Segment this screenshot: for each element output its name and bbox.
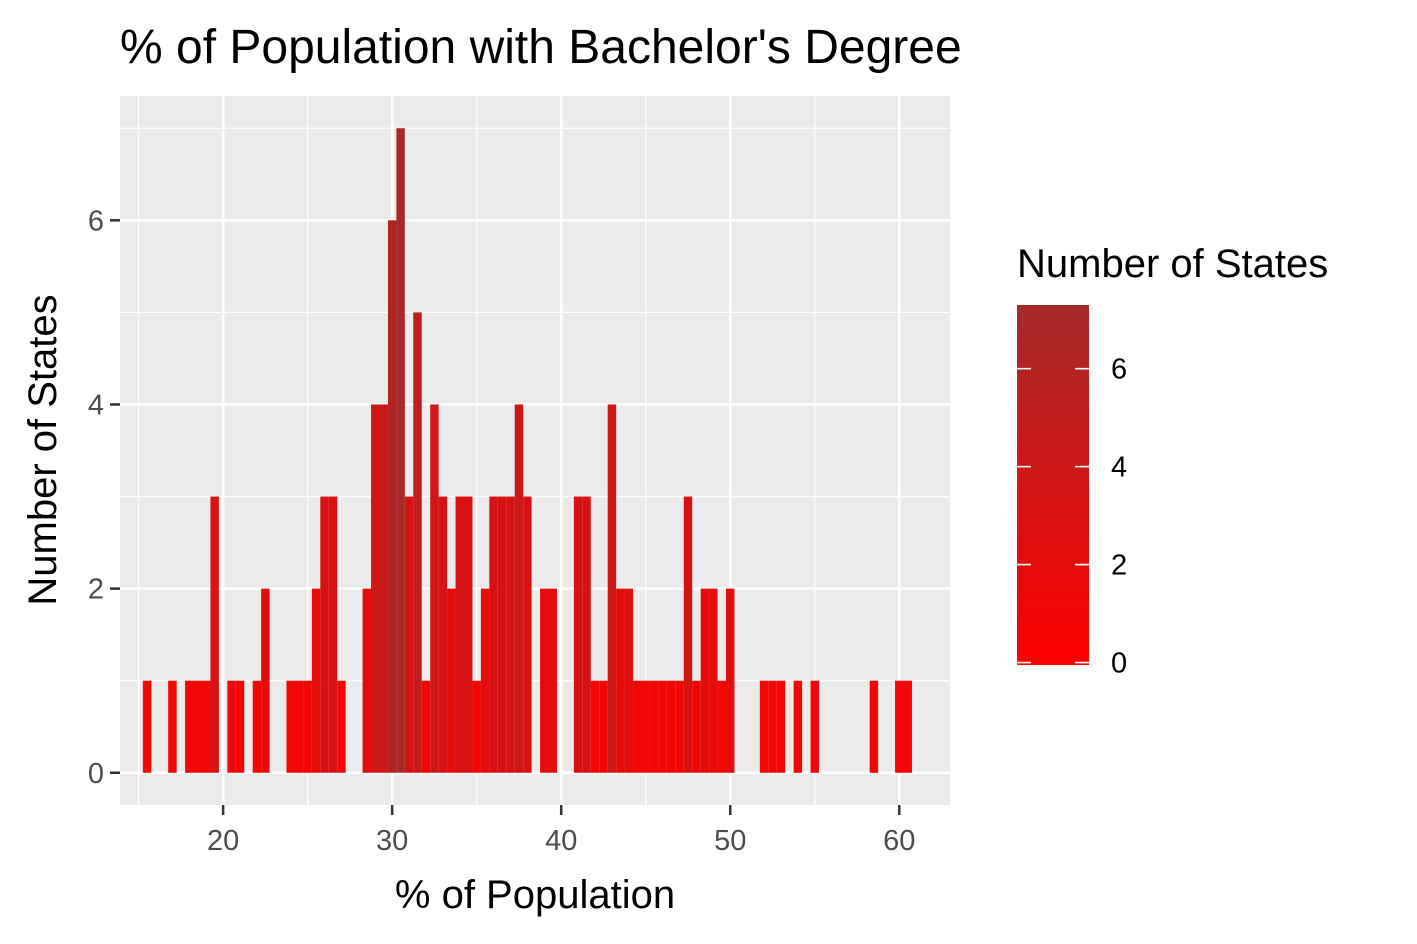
histogram-bar bbox=[903, 680, 912, 773]
histogram-bar bbox=[168, 680, 177, 773]
histogram-bar bbox=[582, 496, 591, 773]
x-axis-title: % of Population bbox=[395, 873, 675, 917]
histogram-bar bbox=[252, 680, 262, 773]
histogram-bar bbox=[413, 312, 422, 773]
histogram-bar bbox=[142, 680, 152, 773]
x-tick-label: 60 bbox=[883, 825, 915, 857]
histogram-bar bbox=[768, 680, 777, 773]
histogram-bar bbox=[633, 680, 642, 773]
histogram-bar bbox=[379, 404, 388, 773]
histogram-bar bbox=[869, 680, 879, 773]
histogram-bar bbox=[404, 496, 414, 773]
histogram-bar bbox=[235, 680, 245, 773]
histogram-bar bbox=[421, 680, 431, 773]
legend-tick-label: 6 bbox=[1111, 354, 1127, 386]
histogram-bar bbox=[227, 680, 236, 773]
histogram-bar bbox=[387, 220, 397, 773]
legend-tick-label: 0 bbox=[1111, 648, 1127, 680]
legend-colorbar bbox=[1017, 305, 1089, 665]
color-legend: Number of States 0 2 4 6 bbox=[1017, 242, 1328, 680]
histogram-bar bbox=[607, 404, 617, 773]
x-tick-label: 50 bbox=[714, 825, 746, 857]
y-axis-title: Number of States bbox=[21, 294, 65, 605]
y-tick-label: 4 bbox=[88, 389, 104, 421]
histogram-bar bbox=[497, 496, 507, 773]
histogram-bars bbox=[142, 128, 912, 773]
legend-title: Number of States bbox=[1017, 242, 1328, 286]
histogram-bar bbox=[709, 588, 718, 773]
histogram-bar bbox=[294, 680, 304, 773]
histogram-bar bbox=[362, 588, 372, 773]
histogram-bar bbox=[210, 496, 219, 773]
histogram-bar bbox=[455, 496, 465, 773]
histogram-bar bbox=[261, 588, 270, 773]
plot-panel bbox=[120, 96, 950, 805]
histogram-bar bbox=[616, 588, 625, 773]
histogram-bar bbox=[649, 680, 659, 773]
histogram-bar bbox=[514, 404, 524, 773]
histogram-bar bbox=[396, 128, 405, 773]
histogram-bar bbox=[683, 496, 693, 773]
histogram-bar bbox=[286, 680, 295, 773]
chart-title: % of Population with Bachelor's Degree bbox=[120, 21, 962, 74]
histogram-bar bbox=[371, 404, 380, 773]
histogram-bar bbox=[776, 680, 786, 773]
histogram-bar bbox=[328, 496, 338, 773]
histogram-bar bbox=[185, 680, 194, 773]
histogram-bar bbox=[658, 680, 667, 773]
histogram-bar bbox=[320, 496, 329, 773]
histogram-bar bbox=[523, 496, 532, 773]
histogram-bar bbox=[447, 588, 456, 773]
histogram-bar bbox=[438, 496, 448, 773]
x-axis: 20 30 40 50 60 bbox=[207, 805, 915, 857]
histogram-bar bbox=[624, 588, 634, 773]
x-tick-label: 40 bbox=[545, 825, 577, 857]
histogram-bar bbox=[548, 588, 557, 773]
histogram-bar bbox=[666, 680, 676, 773]
histogram-bar bbox=[590, 680, 600, 773]
legend-tick-label: 4 bbox=[1111, 452, 1127, 484]
histogram-bar bbox=[895, 680, 904, 773]
legend-tick-label: 2 bbox=[1111, 550, 1127, 582]
histogram-bar bbox=[430, 404, 439, 773]
histogram-bar bbox=[700, 588, 710, 773]
histogram-bar bbox=[201, 680, 211, 773]
histogram-bar bbox=[810, 680, 819, 773]
histogram-bar bbox=[540, 588, 549, 773]
histogram-bar bbox=[759, 680, 769, 773]
histogram-bar bbox=[675, 680, 684, 773]
histogram-bar bbox=[303, 680, 312, 773]
histogram-bar bbox=[726, 588, 735, 773]
histogram-bar bbox=[793, 680, 803, 773]
y-axis: 0 2 4 6 bbox=[88, 205, 120, 790]
y-tick-label: 6 bbox=[88, 205, 104, 237]
histogram-bar bbox=[573, 496, 583, 773]
histogram-bar bbox=[489, 496, 498, 773]
histogram-bar bbox=[641, 680, 650, 773]
histogram-bar bbox=[692, 680, 701, 773]
histogram-bar bbox=[464, 496, 473, 773]
y-tick-label: 0 bbox=[88, 758, 104, 790]
legend-ticks: 0 2 4 6 bbox=[1017, 354, 1127, 680]
histogram-bar bbox=[337, 680, 346, 773]
histogram-bar bbox=[480, 588, 490, 773]
x-tick-label: 20 bbox=[207, 825, 239, 857]
histogram-bar bbox=[472, 680, 481, 773]
y-tick-label: 2 bbox=[88, 574, 104, 606]
histogram-bar bbox=[311, 588, 321, 773]
histogram-bar bbox=[717, 680, 727, 773]
histogram-bar bbox=[599, 680, 608, 773]
histogram-bar bbox=[506, 496, 515, 773]
x-tick-label: 30 bbox=[376, 825, 408, 857]
histogram-bar bbox=[193, 680, 202, 773]
